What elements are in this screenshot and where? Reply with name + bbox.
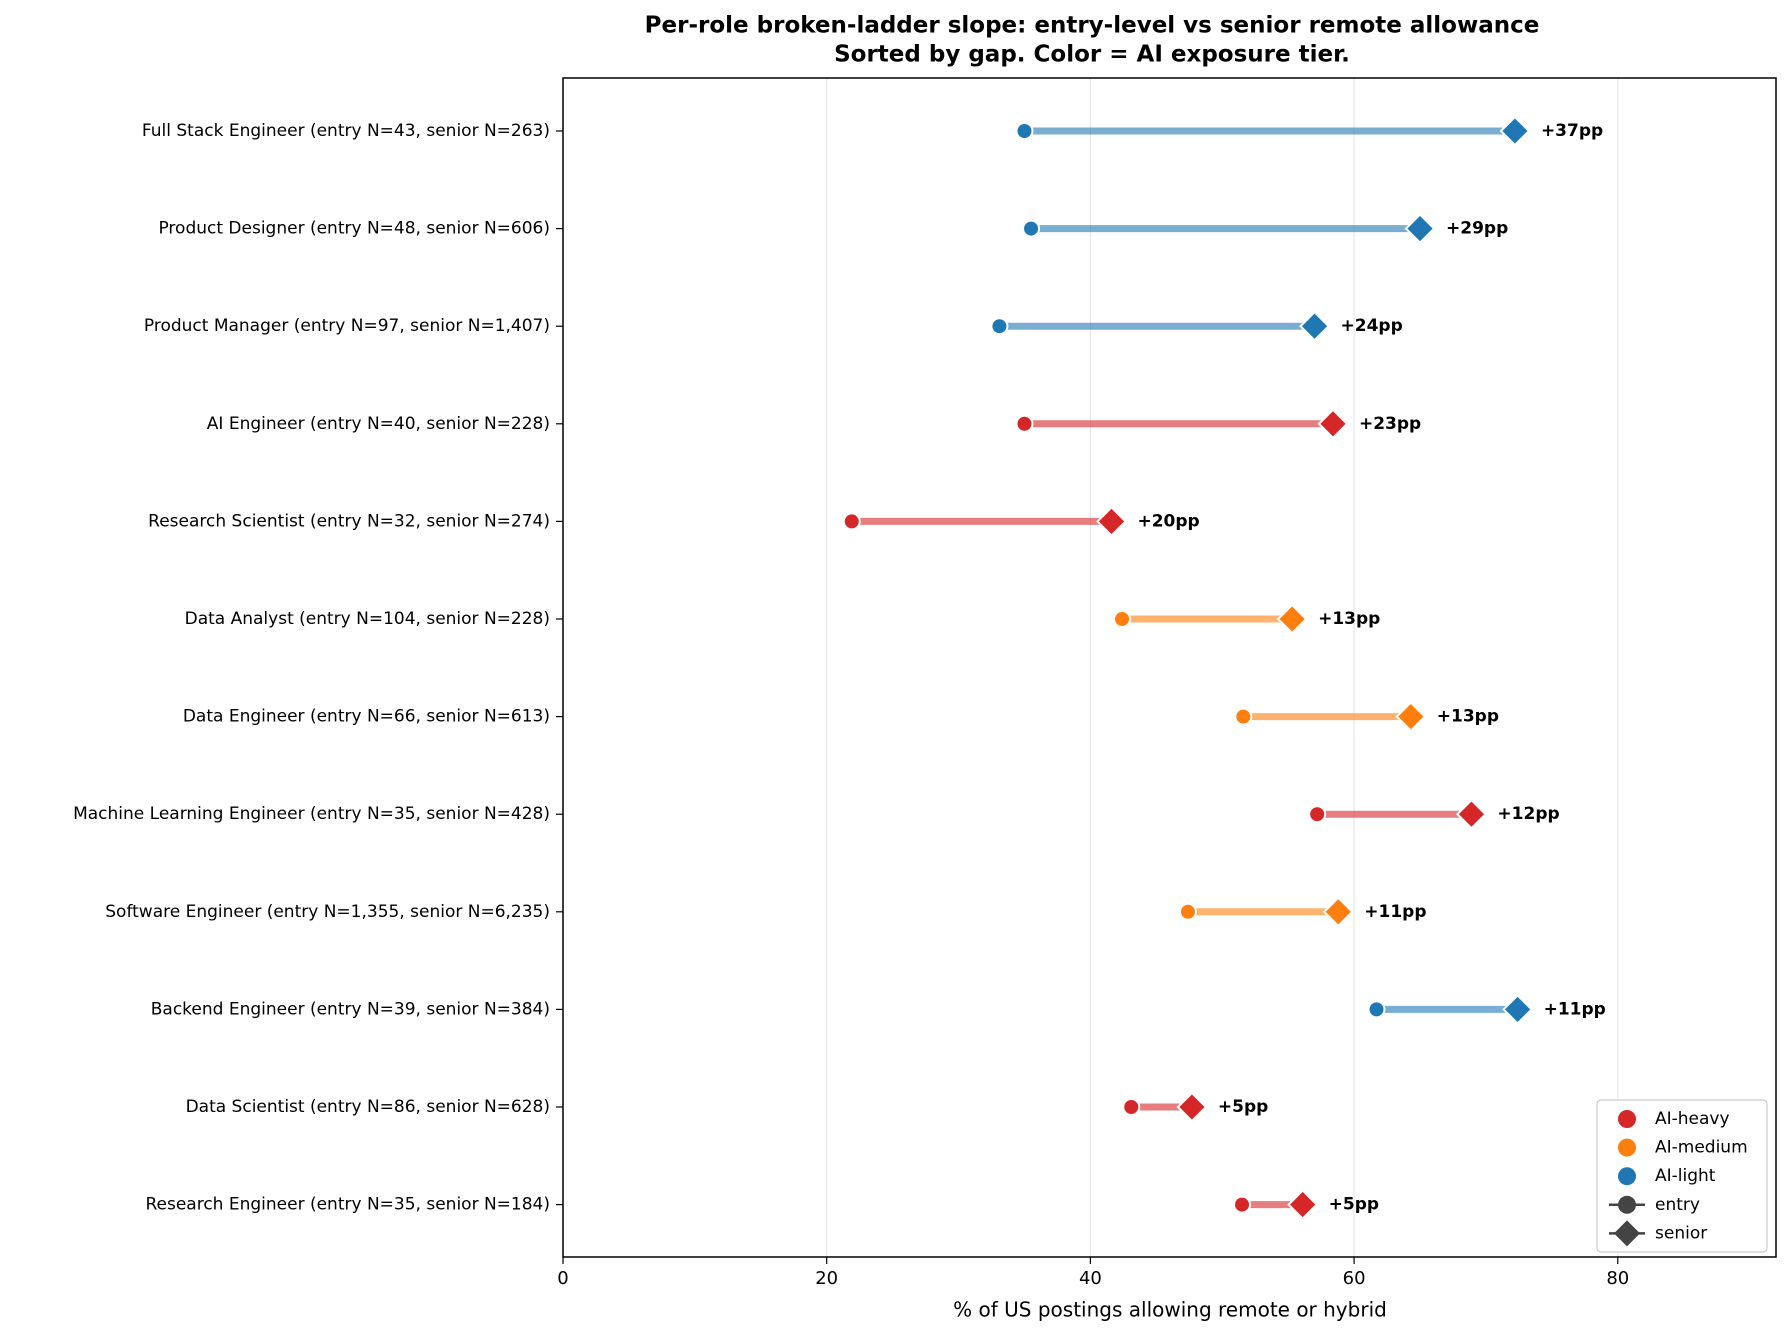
- legend-label: AI-light: [1655, 1166, 1716, 1186]
- senior-diamond: [1404, 213, 1436, 245]
- y-tick-label: Data Engineer (entry N=66, senior N=613): [183, 707, 550, 727]
- entry-dot: [990, 317, 1009, 336]
- senior-diamond: [1395, 701, 1427, 733]
- gap-label: +13pp: [1318, 609, 1380, 629]
- senior-diamond: [1322, 896, 1354, 928]
- plot-frame: [562, 77, 1777, 1258]
- y-tick-label: Data Analyst (entry N=104, senior N=228): [185, 609, 550, 629]
- entry-dot: [1015, 414, 1034, 433]
- senior-diamond: [1456, 798, 1487, 830]
- gap-label: +5pp: [1218, 1097, 1268, 1117]
- senior-diamond: [1176, 1091, 1208, 1123]
- entry-dot: [1234, 707, 1253, 726]
- entry-dot: [1178, 902, 1197, 921]
- entry-dot: [1308, 805, 1327, 824]
- y-tick-label: Product Designer (entry N=48, senior N=6…: [158, 219, 550, 239]
- x-axis-label: % of US postings allowing remote or hybr…: [953, 1298, 1387, 1322]
- y-tick-label: Full Stack Engineer (entry N=43, senior …: [142, 121, 550, 141]
- senior-diamond: [1499, 115, 1531, 147]
- x-tick-label: 20: [815, 1268, 838, 1289]
- y-tick-label: Product Manager (entry N=97, senior N=1,…: [144, 316, 550, 336]
- x-tick-label: 80: [1606, 1268, 1629, 1289]
- y-tick-label: Software Engineer (entry N=1,355, senior…: [105, 902, 550, 922]
- entry-dot: [1022, 219, 1041, 238]
- legend-box: [1596, 1099, 1768, 1253]
- y-tick-label: Machine Learning Engineer (entry N=35, s…: [73, 804, 550, 824]
- senior-diamond: [1299, 310, 1330, 342]
- legend-label: senior: [1655, 1223, 1707, 1243]
- gap-label: +37pp: [1541, 121, 1603, 141]
- gap-label: +5pp: [1329, 1195, 1379, 1215]
- entry-dot: [1015, 122, 1034, 140]
- legend-marker: [1618, 1167, 1636, 1186]
- gap-label: +13pp: [1437, 707, 1499, 727]
- legend-marker: [1618, 1110, 1636, 1128]
- entry-dot: [1367, 1000, 1386, 1019]
- legend-marker: [1618, 1195, 1636, 1214]
- senior-diamond: [1317, 408, 1349, 440]
- y-tick-label: Research Engineer (entry N=35, senior N=…: [145, 1195, 550, 1215]
- x-tick-label: 60: [1343, 1268, 1366, 1289]
- x-tick-label: 0: [557, 1268, 568, 1289]
- gap-label: +20pp: [1137, 511, 1199, 531]
- gap-label: +23pp: [1359, 414, 1421, 434]
- gap-label: +11pp: [1364, 902, 1426, 922]
- chart-title: Per-role broken-ladder slope: entry-leve…: [645, 13, 1540, 39]
- legend-marker: [1614, 1220, 1640, 1247]
- senior-diamond: [1287, 1189, 1319, 1221]
- gap-label: +11pp: [1544, 999, 1606, 1019]
- senior-diamond: [1502, 993, 1533, 1025]
- chart-subtitle: Sorted by gap. Color = AI exposure tier.: [834, 42, 1350, 68]
- legend-label: entry: [1655, 1195, 1700, 1215]
- y-tick-label: AI Engineer (entry N=40, senior N=228): [207, 414, 550, 434]
- entry-dot: [1113, 610, 1132, 628]
- legend-label: AI-heavy: [1655, 1109, 1730, 1129]
- senior-diamond: [1276, 603, 1308, 635]
- x-tick-label: 40: [1079, 1268, 1102, 1289]
- y-tick-label: Backend Engineer (entry N=39, senior N=3…: [151, 999, 550, 1019]
- entry-dot: [1233, 1195, 1252, 1214]
- gap-label: +12pp: [1497, 804, 1559, 824]
- legend-marker: [1618, 1138, 1636, 1157]
- y-tick-label: Research Scientist (entry N=32, senior N…: [148, 511, 550, 531]
- gap-label: +29pp: [1446, 219, 1508, 239]
- legend-label: AI-medium: [1655, 1138, 1748, 1158]
- senior-diamond: [1096, 505, 1127, 537]
- y-tick-label: Data Scientist (entry N=86, senior N=628…: [186, 1097, 550, 1117]
- entry-dot: [842, 512, 861, 531]
- gap-label: +24pp: [1341, 316, 1403, 336]
- entry-dot: [1122, 1098, 1141, 1116]
